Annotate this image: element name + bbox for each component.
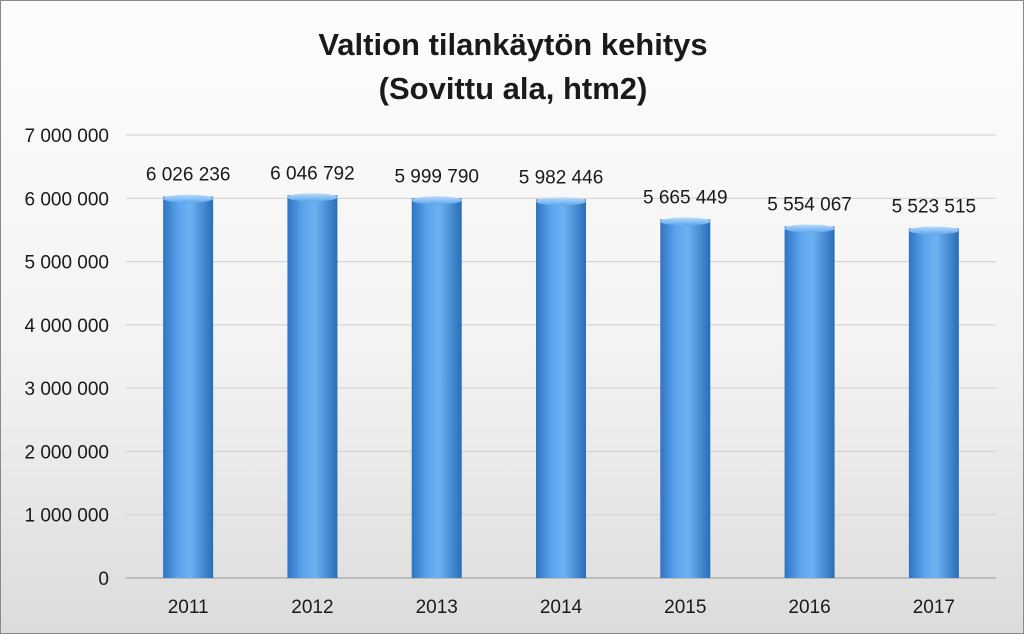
bar-group: 5 554 067 [767, 195, 852, 578]
data-label: 5 554 067 [767, 195, 852, 216]
bar-group: 6 026 236 [146, 165, 231, 578]
bar-group: 5 982 446 [519, 167, 604, 578]
y-tick-label: 4 000 000 [24, 316, 109, 337]
x-tick-label: 2013 [416, 597, 458, 618]
bar [411, 198, 462, 578]
bar-cap [163, 194, 214, 203]
bar [908, 228, 959, 578]
x-axis: 2011 2012 2013 2014 2015 2016 2017 [168, 597, 955, 618]
x-tick-label: 2012 [291, 597, 333, 618]
bar [660, 219, 711, 578]
chart-subtitle: (Sovittu ala, htm2) [378, 71, 648, 106]
chart-title: Valtion tilankäytön kehitys [318, 27, 708, 62]
y-tick-label: 0 [98, 569, 109, 590]
bar [784, 226, 835, 578]
x-tick-label: 2015 [664, 597, 706, 618]
y-tick-label: 6 000 000 [24, 189, 109, 210]
x-tick-label: 2014 [540, 597, 583, 618]
bar-group: 6 046 792 [270, 163, 355, 578]
y-tick-label: 7 000 000 [24, 126, 109, 147]
data-label: 5 523 515 [892, 196, 977, 217]
data-label: 5 665 449 [643, 187, 728, 208]
bar-cap [287, 193, 338, 202]
bar-cap [536, 197, 586, 206]
data-label: 6 046 792 [270, 163, 355, 184]
y-tick-label: 2 000 000 [24, 442, 109, 463]
y-tick-label: 5 000 000 [24, 253, 109, 274]
bar-cap [411, 196, 462, 205]
bar [536, 199, 586, 578]
data-label: 5 999 790 [394, 166, 479, 187]
y-tick-label: 1 000 000 [24, 506, 109, 527]
x-tick-label: 2017 [913, 597, 955, 618]
bar [163, 196, 214, 578]
bars: 6 026 236 6 046 792 5 999 790 5 982 446 5 66… [146, 163, 976, 578]
data-label: 5 982 446 [519, 167, 604, 188]
data-label: 6 026 236 [146, 165, 231, 186]
bar-group: 5 665 449 [643, 187, 728, 578]
bar-cap [660, 217, 711, 226]
x-tick-label: 2011 [168, 597, 209, 618]
bar-group: 5 523 515 [892, 196, 977, 578]
bar [287, 195, 338, 578]
y-axis: 0 1 000 000 2 000 000 3 000 000 4 000 000 5 0… [24, 126, 109, 590]
bar-group: 5 999 790 [394, 166, 479, 578]
x-tick-label: 2016 [788, 597, 830, 618]
y-tick-label: 3 000 000 [24, 379, 109, 400]
bar-cap [784, 224, 835, 233]
bar-cap [908, 226, 959, 235]
